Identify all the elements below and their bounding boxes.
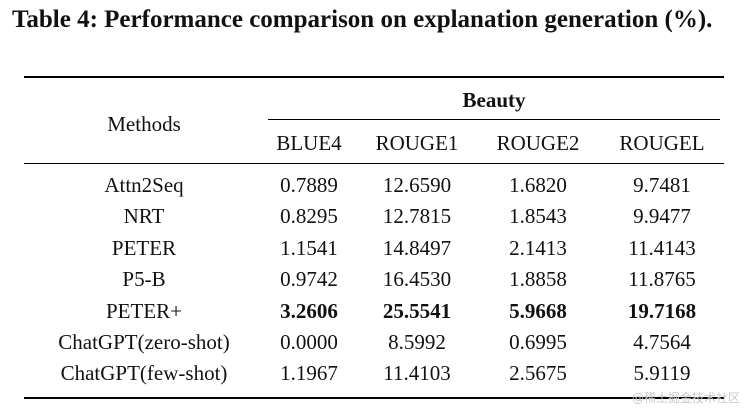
table-row-method: P5-B — [122, 267, 166, 291]
table-row-method: ChatGPT(few-shot) — [60, 361, 228, 385]
table-cell-value: 0.7889 — [280, 173, 338, 197]
table-cell-value: 8.5992 — [388, 330, 446, 354]
table-cell-value: 11.4143 — [628, 236, 696, 260]
group-rule — [268, 119, 720, 120]
methods-header: Methods — [107, 112, 181, 136]
table-cell-value: 9.9477 — [633, 204, 691, 228]
top-rule — [24, 76, 724, 78]
table-cell-value: 12.7815 — [382, 204, 452, 228]
table-cell-value: 1.1541 — [280, 236, 338, 260]
table-row-method: PETER — [111, 236, 177, 260]
header-rule — [24, 163, 724, 164]
table-cell-value: 19.7168 — [627, 299, 697, 323]
table-cell-value: 12.6590 — [382, 173, 452, 197]
table-cell-value: 0.0000 — [280, 330, 338, 354]
table-cell-value: 5.9668 — [509, 299, 567, 323]
table-row-method: NRT — [123, 204, 165, 228]
table-cell-value: 25.5541 — [382, 299, 452, 323]
table-cell-value: 0.9742 — [280, 267, 338, 291]
column-header-rouge1: ROUGE1 — [375, 131, 459, 155]
table-cell-value: 11.8765 — [628, 267, 696, 291]
column-header-rouge2: ROUGE2 — [496, 131, 580, 155]
table-cell-value: 9.7481 — [633, 173, 691, 197]
table-cell-value: 0.8295 — [280, 204, 338, 228]
table-caption: Table 4: Performance comparison on expla… — [12, 6, 713, 33]
table-cell-value: 1.8543 — [509, 204, 567, 228]
table-cell-value: 2.5675 — [509, 361, 567, 385]
table-cell-value: 4.7564 — [633, 330, 691, 354]
table-cell-value: 3.2606 — [280, 299, 338, 323]
column-header-rougel: ROUGEL — [619, 131, 705, 155]
table-cell-value: 2.1413 — [509, 236, 567, 260]
table-cell-value: 16.4530 — [382, 267, 452, 291]
bottom-rule — [24, 397, 724, 399]
table-cell-value: 5.9119 — [633, 361, 691, 385]
table-cell-value: 1.6820 — [509, 173, 567, 197]
table-row-method: Attn2Seq — [104, 173, 184, 197]
table-row-method: ChatGPT(zero-shot) — [58, 330, 230, 354]
table-cell-value: 1.8858 — [509, 267, 567, 291]
column-header-blue4: BLUE4 — [276, 131, 342, 155]
table-cell-value: 1.1967 — [280, 361, 338, 385]
table-cell-value: 14.8497 — [382, 236, 452, 260]
table-cell-value: 11.4103 — [383, 361, 451, 385]
table-cell-value: 0.6995 — [509, 330, 567, 354]
watermark: @稀土掘金技术社区 — [631, 391, 740, 405]
beauty-group-header: Beauty — [462, 88, 526, 112]
table-row-method: PETER+ — [105, 299, 182, 323]
